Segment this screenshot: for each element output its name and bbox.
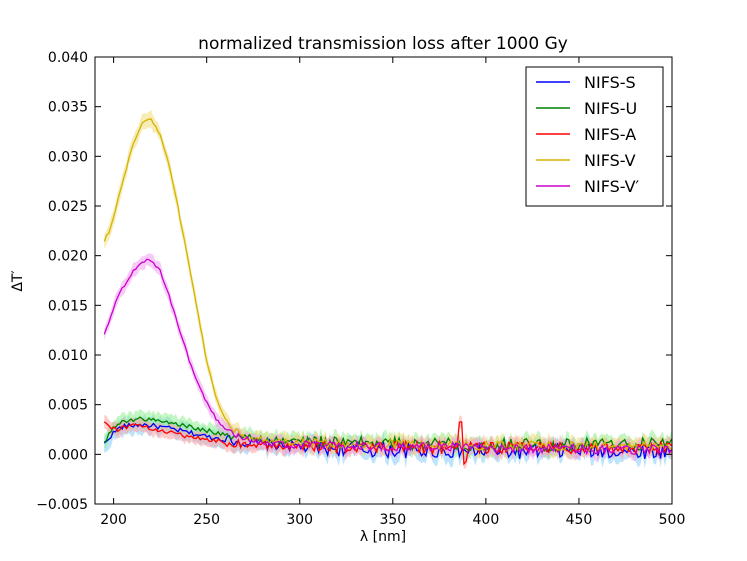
y-tick-label: 0.015 xyxy=(48,298,88,314)
legend-label: NIFS-V′ xyxy=(584,177,640,196)
y-tick-label: 0.035 xyxy=(48,100,88,116)
legend-label: NIFS-U xyxy=(584,99,637,118)
line-nifs-v- xyxy=(103,258,672,456)
y-tick-label: 0.010 xyxy=(48,348,88,364)
plot-frame xyxy=(94,56,673,505)
legend-label: NIFS-A xyxy=(584,125,636,144)
legend-label: NIFS-V xyxy=(584,151,636,170)
x-tick-label: 350 xyxy=(379,512,406,528)
x-tick-label: 250 xyxy=(193,512,220,528)
y-tick-label: 0.020 xyxy=(48,249,88,265)
series-lines xyxy=(103,118,672,466)
y-tick-label: −0.005 xyxy=(36,497,88,513)
y-tick-label: 0.000 xyxy=(48,447,88,463)
chart-title: normalized transmission loss after 1000 … xyxy=(198,34,568,54)
x-tick-label: 500 xyxy=(659,512,686,528)
line-nifs-v xyxy=(103,118,672,454)
x-tick-label: 200 xyxy=(100,512,127,528)
y-axis-label: ΔT′ xyxy=(10,270,26,291)
legend-box xyxy=(525,66,664,207)
y-tick-label: 0.005 xyxy=(48,398,88,414)
y-tick-label: 0.040 xyxy=(48,50,88,66)
axis-ticks: 200 250 300 350 400 450 500 −0.005 0.000 0.005 0.0… xyxy=(36,50,685,528)
y-tick-label: 0.025 xyxy=(48,199,88,215)
x-tick-label: 300 xyxy=(286,512,313,528)
x-tick-label: 400 xyxy=(473,512,500,528)
line-nifs-u xyxy=(103,416,672,453)
legend: NIFS-S NIFS-U NIFS-A NIFS-V NIFS-V′ xyxy=(525,66,664,207)
x-tick-label: 450 xyxy=(566,512,593,528)
y-tick-label: 0.030 xyxy=(48,149,88,165)
x-axis-label: λ [nm] xyxy=(360,529,406,545)
legend-label: NIFS-S xyxy=(584,73,636,92)
